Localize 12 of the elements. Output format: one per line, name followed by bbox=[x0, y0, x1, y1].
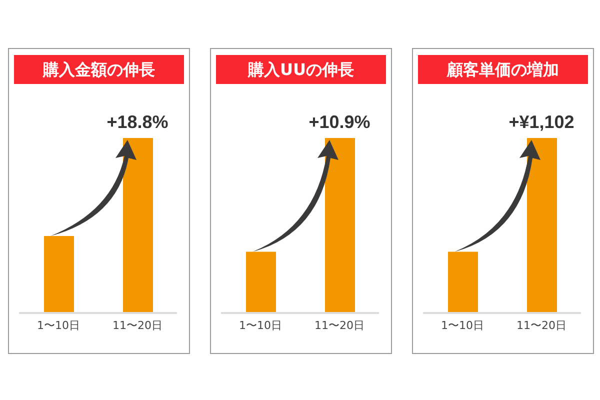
x-tick-label: 11〜20日 bbox=[516, 318, 566, 332]
x-tick-label: 1〜10日 bbox=[441, 318, 484, 332]
annotation: +18.8% bbox=[106, 112, 168, 132]
annotation: +¥1,102 bbox=[508, 112, 574, 132]
x-tick-label: 1〜10日 bbox=[37, 318, 80, 332]
x-tick-label: 1〜10日 bbox=[239, 318, 282, 332]
chart-title: 顧客単価の増加 bbox=[418, 55, 588, 84]
x-tick-label: 11〜20日 bbox=[314, 318, 364, 332]
chart-title: 購入UUの伸長 bbox=[216, 55, 386, 84]
x-tick-label: 11〜20日 bbox=[112, 318, 162, 332]
annotation: +10.9% bbox=[308, 112, 370, 132]
chart-title: 購入金額の伸長 bbox=[14, 55, 184, 84]
